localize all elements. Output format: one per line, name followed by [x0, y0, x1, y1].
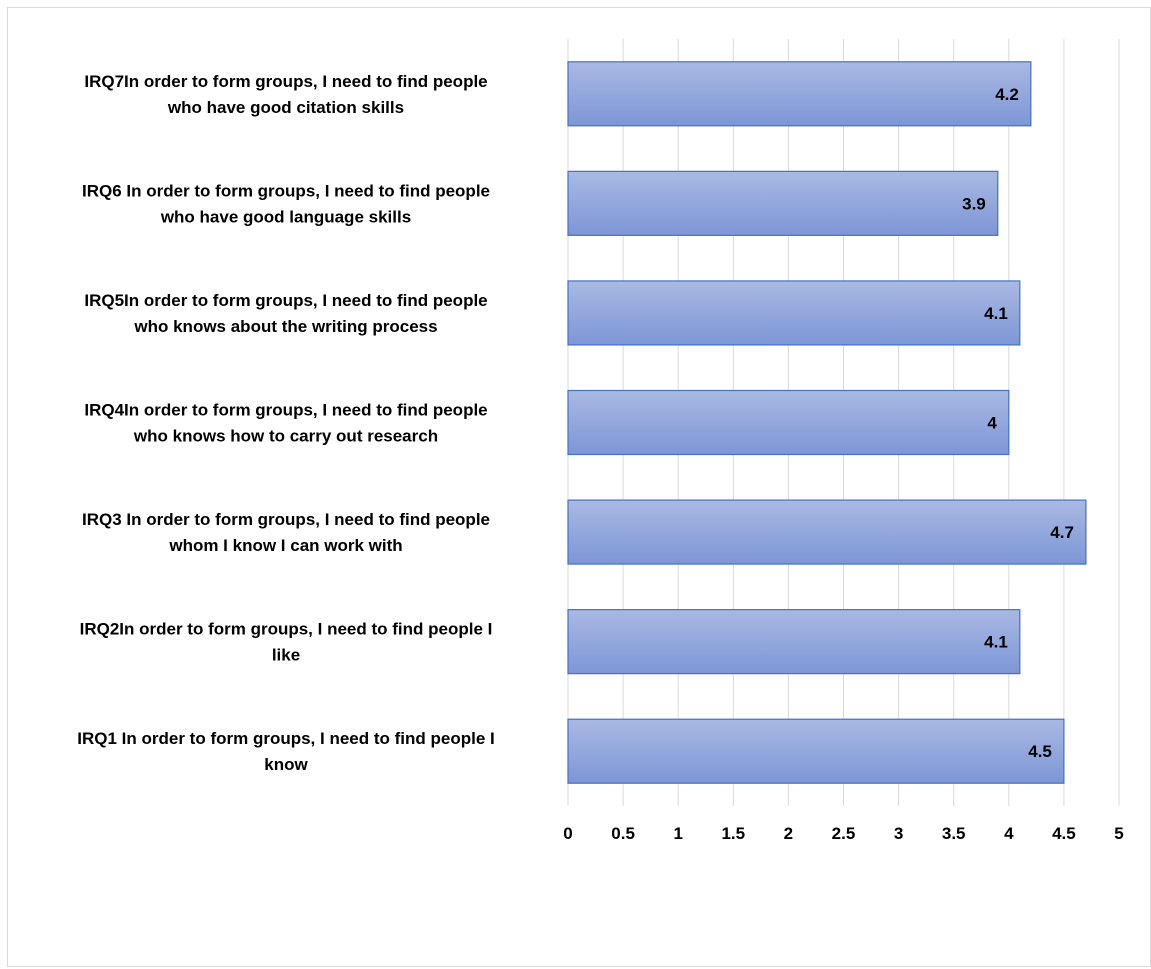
category-label-1-line-1: IRQ7In order to form groups, I need to f… — [84, 72, 487, 91]
category-label-2-line-2: who have good language skills — [160, 207, 411, 226]
category-label-6-line-2: like — [272, 646, 300, 665]
x-tick-label-7: 3.5 — [942, 824, 966, 843]
category-label-3-line-1: IRQ5In order to form groups, I need to f… — [84, 291, 487, 310]
x-tick-label-10: 5 — [1114, 824, 1123, 843]
x-axis-ticks: 0 0.5 1 1.5 2 2.5 3 3.5 4 4.5 5 — [563, 824, 1123, 843]
x-tick-label-9: 4.5 — [1052, 824, 1076, 843]
x-tick-label-1: 0.5 — [611, 824, 635, 843]
category-label-7-line-1: IRQ1 In order to form groups, I need to … — [77, 729, 494, 748]
data-label-5: 4.7 — [1050, 523, 1074, 542]
data-label-7: 4.5 — [1028, 742, 1052, 761]
x-tick-label-8: 4 — [1004, 824, 1014, 843]
bar-4 — [567, 389, 1010, 456]
category-label-7-line-2: know — [264, 755, 308, 774]
x-tick-label-3: 1.5 — [721, 824, 745, 843]
category-label-3-line-2: who knows about the writing process — [133, 317, 437, 336]
x-tick-label-0: 0 — [563, 824, 572, 843]
category-labels: IRQ7In order to form groups, I need to f… — [77, 72, 494, 774]
bar-6 — [567, 609, 1021, 675]
category-label-2-line-1: IRQ6 In order to form groups, I need to … — [82, 181, 490, 200]
data-label-1: 4.2 — [995, 85, 1019, 104]
x-tick-label-4: 2 — [784, 824, 793, 843]
category-label-6-line-1: IRQ2In order to form groups, I need to f… — [80, 620, 493, 639]
bar-7 — [567, 718, 1065, 784]
category-label-5-line-1: IRQ3 In order to form groups, I need to … — [82, 510, 490, 529]
bars: 4.2 3.9 4.1 4 4.7 4.1 4.5 — [567, 61, 1087, 784]
data-label-3: 4.1 — [984, 304, 1008, 323]
bar-3 — [567, 280, 1021, 346]
x-tick-label-5: 2.5 — [832, 824, 856, 843]
data-label-2: 3.9 — [962, 194, 986, 213]
bar-2 — [567, 170, 999, 236]
bar-5 — [567, 499, 1087, 565]
x-tick-label-6: 3 — [894, 824, 903, 843]
category-label-4-line-2: who knows how to carry out research — [133, 427, 438, 446]
data-label-4: 4 — [987, 414, 997, 433]
category-label-1-line-2: who have good citation skills — [167, 98, 404, 117]
bar-1 — [567, 61, 1032, 127]
category-label-5-line-2: whom I know I can work with — [168, 536, 402, 555]
data-label-6: 4.1 — [984, 633, 1008, 652]
bar-chart: 4.2 3.9 4.1 4 4.7 4.1 4.5 IRQ7In order to form… — [77, 39, 1124, 843]
chart-frame: 4.2 3.9 4.1 4 4.7 4.1 4.5 IRQ7In order to form… — [7, 7, 1151, 967]
category-label-4-line-1: IRQ4In order to form groups, I need to f… — [84, 401, 487, 420]
x-tick-label-2: 1 — [673, 824, 682, 843]
